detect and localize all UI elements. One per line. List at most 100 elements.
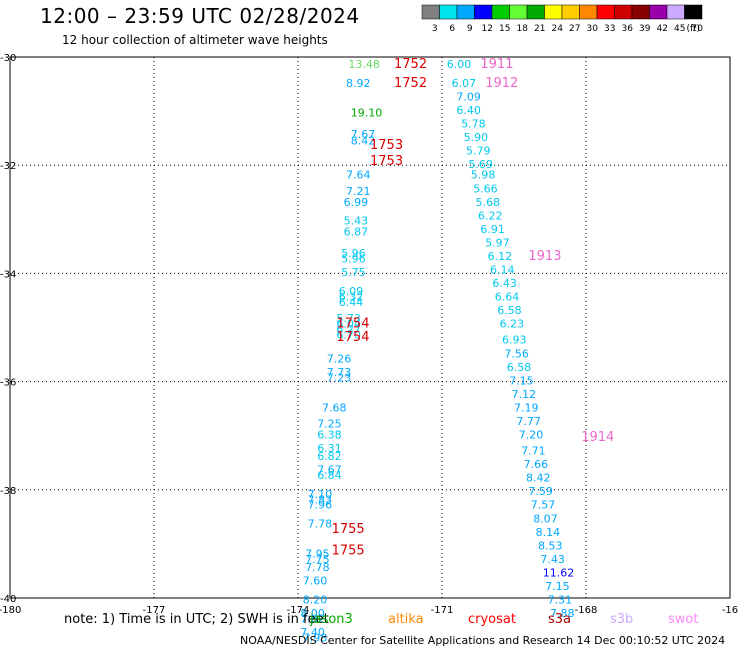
scale-swatch: [526, 4, 545, 20]
wave-height-value: 7.12: [512, 388, 536, 401]
wave-height-value: 6.44: [339, 296, 364, 309]
wave-height-value: 6.04: [336, 318, 361, 331]
wave-height-value: 6.14: [490, 263, 515, 276]
wave-height-value: 6.09: [339, 285, 364, 298]
wave-height-value: 7.98: [303, 631, 328, 644]
scale-label: 9: [467, 24, 473, 34]
pass-time-label: 1755: [332, 544, 365, 559]
scale-label: 18: [517, 24, 529, 34]
wave-height-value: 7.66: [524, 458, 549, 471]
scale-swatch: [509, 4, 528, 20]
wave-height-value: 7.78: [305, 561, 330, 574]
y-tick-label: -32: [0, 161, 16, 172]
pass-time-label: 1913: [528, 249, 561, 264]
wave-height-value: 6.58: [507, 361, 532, 374]
pass-time-label: 1754: [336, 330, 369, 345]
wave-height-value: 13.48: [348, 58, 380, 71]
wave-height-value: 5.79: [466, 144, 491, 157]
wave-height-value: 7.10: [308, 488, 333, 501]
scale-label: 15: [499, 24, 510, 34]
wave-height-value: 8.14: [536, 526, 561, 539]
wave-height-value: 7.88: [550, 607, 575, 620]
wave-height-value: 5.98: [471, 169, 496, 182]
pass-time-label: 1752: [394, 57, 427, 72]
wave-height-value: 6.31: [317, 442, 342, 455]
y-tick-label: -30: [0, 53, 16, 64]
credit-line: NOAA/NESDIS Center for Satellite Applica…: [240, 634, 726, 647]
y-tick-label: -38: [0, 486, 16, 497]
wave-height-value: 7.78: [308, 518, 333, 531]
wave-height-value: 19.10: [351, 107, 383, 120]
scale-swatch: [544, 4, 563, 20]
legend-cryosat: cryosat: [468, 612, 516, 627]
wave-height-value: 5.96: [341, 247, 366, 260]
wave-height-value: 7.62: [300, 612, 325, 625]
wave-height-value: 6.91: [480, 223, 505, 236]
wave-height-value: 6.70: [336, 328, 361, 341]
scale-swatch: [596, 4, 615, 20]
wave-height-value: 7.19: [514, 401, 539, 414]
wave-height-value: 6.00: [447, 58, 472, 71]
y-tick-label: -40: [0, 594, 16, 605]
wave-height-value: 7.96: [308, 499, 333, 512]
scale-label: 42: [657, 24, 668, 34]
wave-height-value: 11.62: [543, 566, 575, 579]
legend-jason3: jason3: [310, 612, 353, 627]
scale-label: 21: [534, 24, 545, 34]
wave-height-value: 7.95: [305, 547, 330, 560]
scale-swatch: [421, 4, 440, 20]
wave-height-value: 6.87: [344, 226, 369, 239]
scale-label: 33: [604, 24, 615, 34]
wave-height-value: 7.57: [531, 499, 556, 512]
x-tick-label: -174: [287, 605, 310, 616]
wave-height-value: 7.83: [308, 493, 333, 506]
wave-height-value: 6.38: [317, 428, 342, 441]
wave-height-value: 6.23: [500, 318, 524, 331]
scale-swatch: [439, 4, 458, 20]
scale-label: 39: [639, 24, 651, 34]
wave-height-value: 7.21: [346, 185, 371, 198]
scale-swatch: [491, 4, 510, 20]
wave-height-value: 8.20: [303, 593, 328, 606]
wave-height-value: 8.53: [538, 539, 563, 552]
pass-time-label: 1911: [480, 57, 513, 72]
wave-height-value: 7.60: [303, 574, 328, 587]
wave-height-value: 6.32: [339, 290, 364, 303]
scale-swatch: [561, 4, 580, 20]
scale-swatch: [579, 4, 598, 20]
pass-time-label: 1754: [336, 317, 369, 332]
scale-swatch: [631, 4, 650, 20]
scale-label: 30: [587, 24, 599, 34]
pass-time-label: 1914: [581, 430, 614, 445]
wave-height-value: 6.99: [344, 196, 369, 209]
wave-height-value: 7.20: [519, 428, 544, 441]
pass-time-label: 1753: [370, 154, 403, 169]
wave-height-value: 6.93: [502, 334, 527, 347]
wave-height-value: 7.26: [327, 353, 352, 366]
wave-height-value: 8.42: [351, 135, 376, 148]
wave-height-value: 8.92: [346, 77, 371, 90]
wave-height-value: 7.25: [317, 418, 342, 431]
wave-height-value: 7.09: [456, 90, 481, 103]
wave-height-value: 7.67: [317, 464, 342, 477]
x-tick-label: -168: [575, 605, 598, 616]
wave-height-value: 6.40: [456, 104, 481, 117]
x-tick-label: -16: [722, 605, 738, 616]
wave-height-value: 6.07: [452, 77, 477, 90]
scale-label: 6: [449, 24, 455, 34]
scale-swatch: [456, 4, 475, 20]
wave-height-value: 5.97: [485, 236, 510, 249]
pass-time-label: 1755: [332, 522, 365, 537]
wave-height-value: 6.58: [497, 304, 522, 317]
scale-label: 27: [569, 24, 580, 34]
scale-swatch: [474, 4, 493, 20]
wave-height-value: 7.56: [504, 347, 529, 360]
wave-height-value: 6.43: [492, 277, 517, 290]
wave-height-value: 8.00: [300, 607, 325, 620]
wave-height-value: 5.69: [468, 158, 493, 171]
wave-height-value: 6.22: [478, 209, 503, 222]
wave-height-value: 7.43: [540, 553, 565, 566]
legend-altika: altika: [388, 612, 424, 627]
y-tick-label: -36: [0, 378, 16, 389]
